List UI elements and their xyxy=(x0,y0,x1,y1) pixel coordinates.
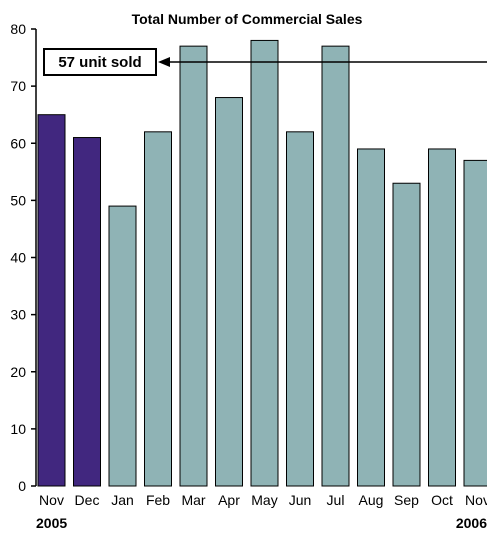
bar-jun-7 xyxy=(286,131,314,487)
callout-text: 57 unit sold xyxy=(58,54,141,71)
bar-sep-10 xyxy=(392,182,421,487)
x-tick-label: Jun xyxy=(289,492,312,508)
x-tick-label: Sep xyxy=(394,492,419,508)
bars-group xyxy=(37,39,487,487)
bar-oct-11 xyxy=(428,148,456,487)
year-label-start: 2005 xyxy=(36,515,67,531)
y-tick-label: 60 xyxy=(10,135,26,151)
x-tick-label: Nov xyxy=(39,492,64,508)
x-tick-label: Mar xyxy=(181,492,205,508)
bar-aug-9 xyxy=(357,148,385,487)
bar-nov-12 xyxy=(463,159,487,487)
y-tick-label: 10 xyxy=(10,421,26,437)
bar-jul-8 xyxy=(321,45,350,487)
bar-nov-0 xyxy=(37,114,66,487)
bar-feb-3 xyxy=(144,131,172,487)
y-tick-label: 0 xyxy=(18,478,26,494)
x-tick-label: Apr xyxy=(218,492,240,508)
chart-title: Total Number of Commercial Sales xyxy=(132,11,363,27)
x-tick-label: May xyxy=(251,492,277,508)
y-tick-label: 80 xyxy=(10,21,26,37)
y-axis: 0 10 20 30 40 50 60 70 80 xyxy=(10,21,36,494)
x-tick-label: Aug xyxy=(359,492,384,508)
x-tick-label: Nov xyxy=(465,492,487,508)
callout-leader-line xyxy=(170,61,487,63)
y-tick-label: 70 xyxy=(10,78,26,94)
bar-jan-2 xyxy=(108,205,137,487)
bar-may-6 xyxy=(250,39,279,487)
x-axis-labels: Nov Dec Jan Feb Mar Apr May Jun Jul Aug Sep Oct Nov xyxy=(39,492,487,508)
x-tick-label: Jan xyxy=(111,492,134,508)
bar-mar-4 xyxy=(179,45,208,487)
x-tick-label: Feb xyxy=(146,492,170,508)
y-tick-label: 50 xyxy=(10,192,26,208)
bar-dec-1 xyxy=(73,137,101,487)
y-tick-label: 20 xyxy=(10,364,26,380)
callout-arrowhead xyxy=(158,57,170,67)
x-tick-label: Oct xyxy=(431,492,453,508)
x-tick-label: Jul xyxy=(327,492,345,508)
callout-box xyxy=(43,48,157,76)
y-tick-label: 40 xyxy=(10,250,26,266)
x-tick-label: Dec xyxy=(75,492,100,508)
bar-apr-5 xyxy=(215,97,243,487)
y-tick-label: 30 xyxy=(10,307,26,323)
year-label-end: 2006 xyxy=(456,515,487,531)
callout-group: 57 unit sold xyxy=(43,48,487,76)
